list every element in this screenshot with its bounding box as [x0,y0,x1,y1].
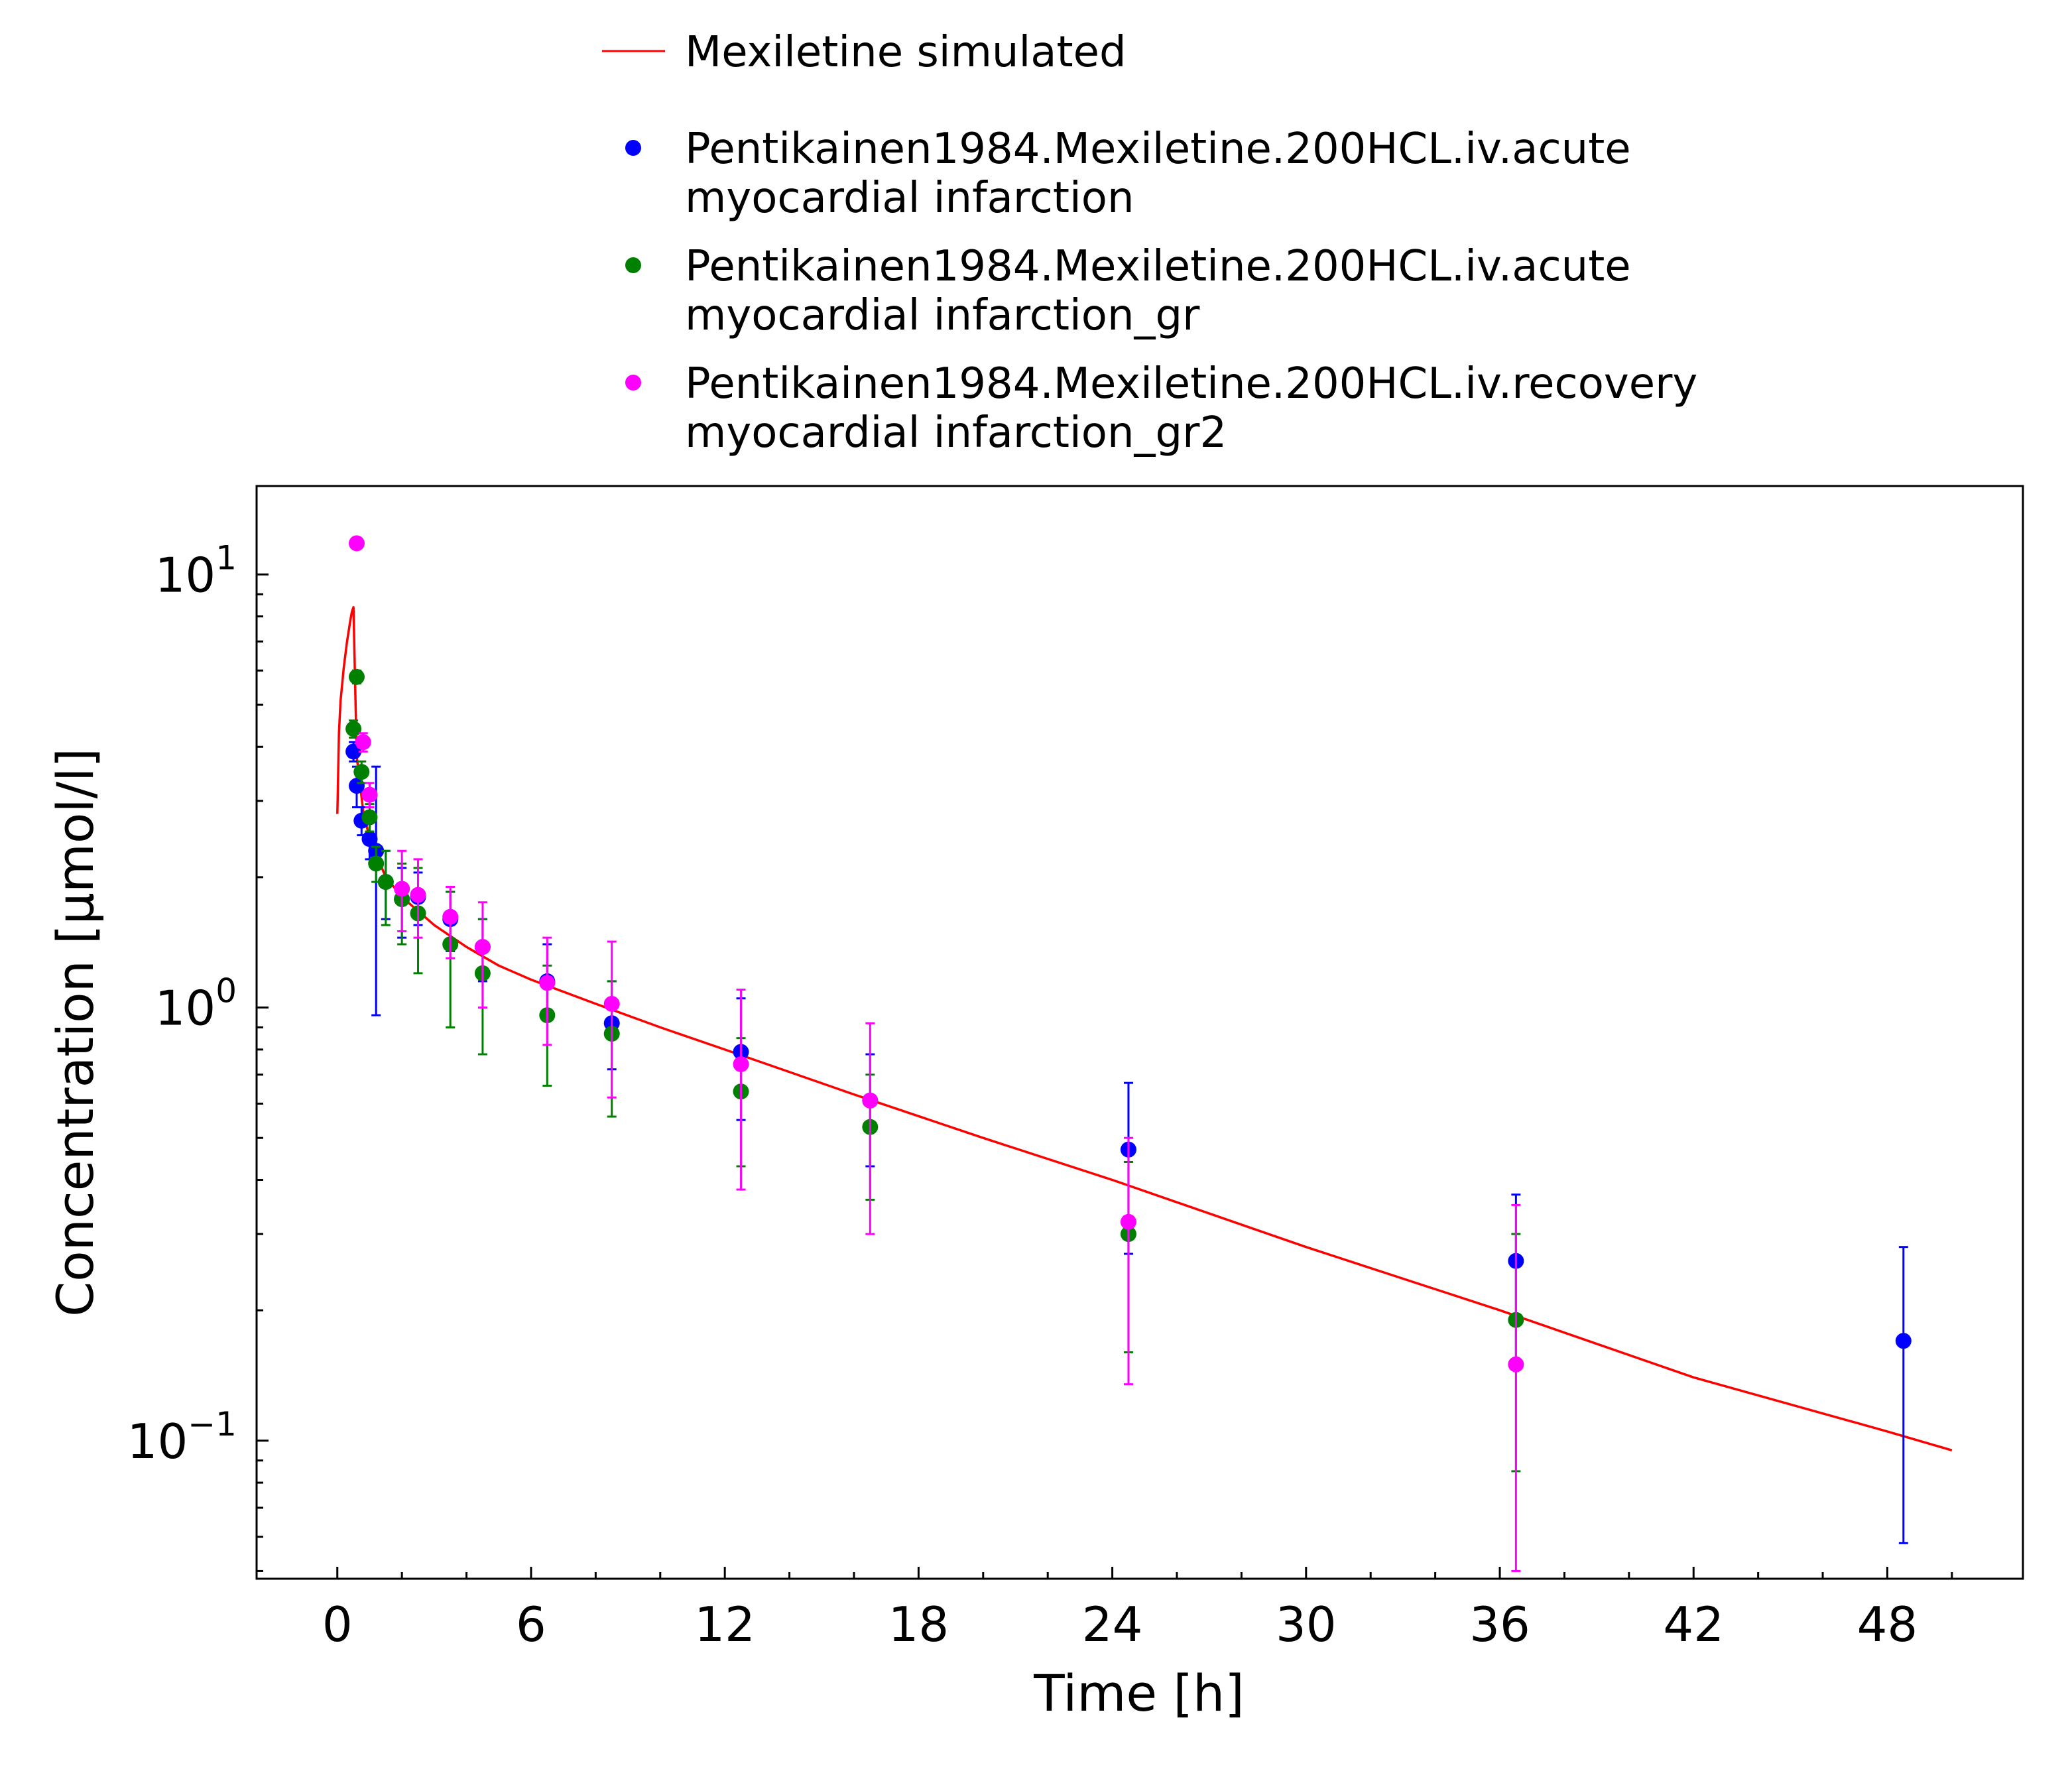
data-point [355,734,371,751]
plot-frame [255,485,2024,1580]
y-axis-label: Concentration [µmol/l] [46,748,105,1317]
y-tick-exponent: −1 [188,1405,237,1443]
data-point [394,881,410,897]
y-tick-label: 10−1 [127,1405,237,1469]
x-axis-label: Time [h] [1033,1664,1245,1723]
data-point [442,908,459,925]
x-tick-label: 48 [1857,1597,1918,1652]
legend-swatch-dot [625,140,641,156]
legend-label: myocardial infarction [685,174,1134,223]
data-point [348,535,365,552]
simulated-line [336,606,1953,1451]
observed-series-2 [345,668,1524,1473]
data-point [733,1056,749,1072]
y-tick-base: 10 [127,1414,188,1469]
data-point [345,721,362,737]
x-tick-label: 24 [1082,1597,1143,1652]
legend-label: Mexiletine simulated [685,28,1127,77]
y-tick-exponent: 0 [215,972,237,1010]
observed-points-layer [345,535,1912,1572]
x-axis: 0 6 12 18 24 30 36 42 48 [322,1567,1953,1652]
y-tick-base: 10 [155,547,216,603]
data-point [603,995,620,1012]
y-tick-label: 101 [155,538,237,603]
legend-label: Pentikainen1984.Mexiletine.200HCL.iv.rec… [685,359,1697,408]
data-point [348,668,365,685]
y-tick-exponent: 1 [215,538,237,577]
data-point [1508,1356,1524,1373]
plot-area [336,535,1953,1572]
x-tick-label: 42 [1663,1597,1724,1652]
x-tick-label: 6 [516,1597,546,1652]
data-point [1895,1333,1912,1349]
data-point [353,764,370,780]
observed-series-3 [348,535,1524,1572]
legend-item-sim: Mexiletine simulated [602,28,1127,77]
data-point [539,975,556,991]
legend-label: Pentikainen1984.Mexiletine.200HCL.iv.acu… [685,242,1631,291]
x-tick-label: 18 [888,1597,949,1652]
x-tick-label: 36 [1469,1597,1530,1652]
data-point [361,809,378,826]
data-point [377,874,394,890]
simulation-layer [336,606,1953,1451]
data-point [410,887,426,903]
x-tick-label: 30 [1276,1597,1337,1652]
data-point [862,1092,879,1109]
data-point [361,831,378,847]
legend-label: myocardial infarction_gr [685,291,1200,340]
y-tick-base: 10 [155,981,216,1036]
x-tick-label: 0 [322,1597,353,1652]
legend-swatch-dot [625,375,641,391]
legend-label: myocardial infarction_gr2 [685,408,1227,458]
legend-item-gr2: Pentikainen1984.Mexiletine.200HCL.iv.rec… [625,359,1697,458]
data-point [474,939,491,955]
x-tick-label: 12 [694,1597,755,1652]
legend-item-gr: Pentikainen1984.Mexiletine.200HCL.iv.acu… [625,242,1631,340]
legend-item-acute: Pentikainen1984.Mexiletine.200HCL.iv.acu… [625,125,1631,223]
y-tick-label: 100 [155,972,237,1036]
legend: Mexiletine simulated Pentikainen1984.Mexi… [602,28,1697,458]
data-point [361,786,378,803]
data-point [1120,1213,1136,1230]
legend-swatch-dot [625,257,641,273]
data-point [368,855,385,872]
legend-label: Pentikainen1984.Mexiletine.200HCL.iv.acu… [685,125,1631,174]
